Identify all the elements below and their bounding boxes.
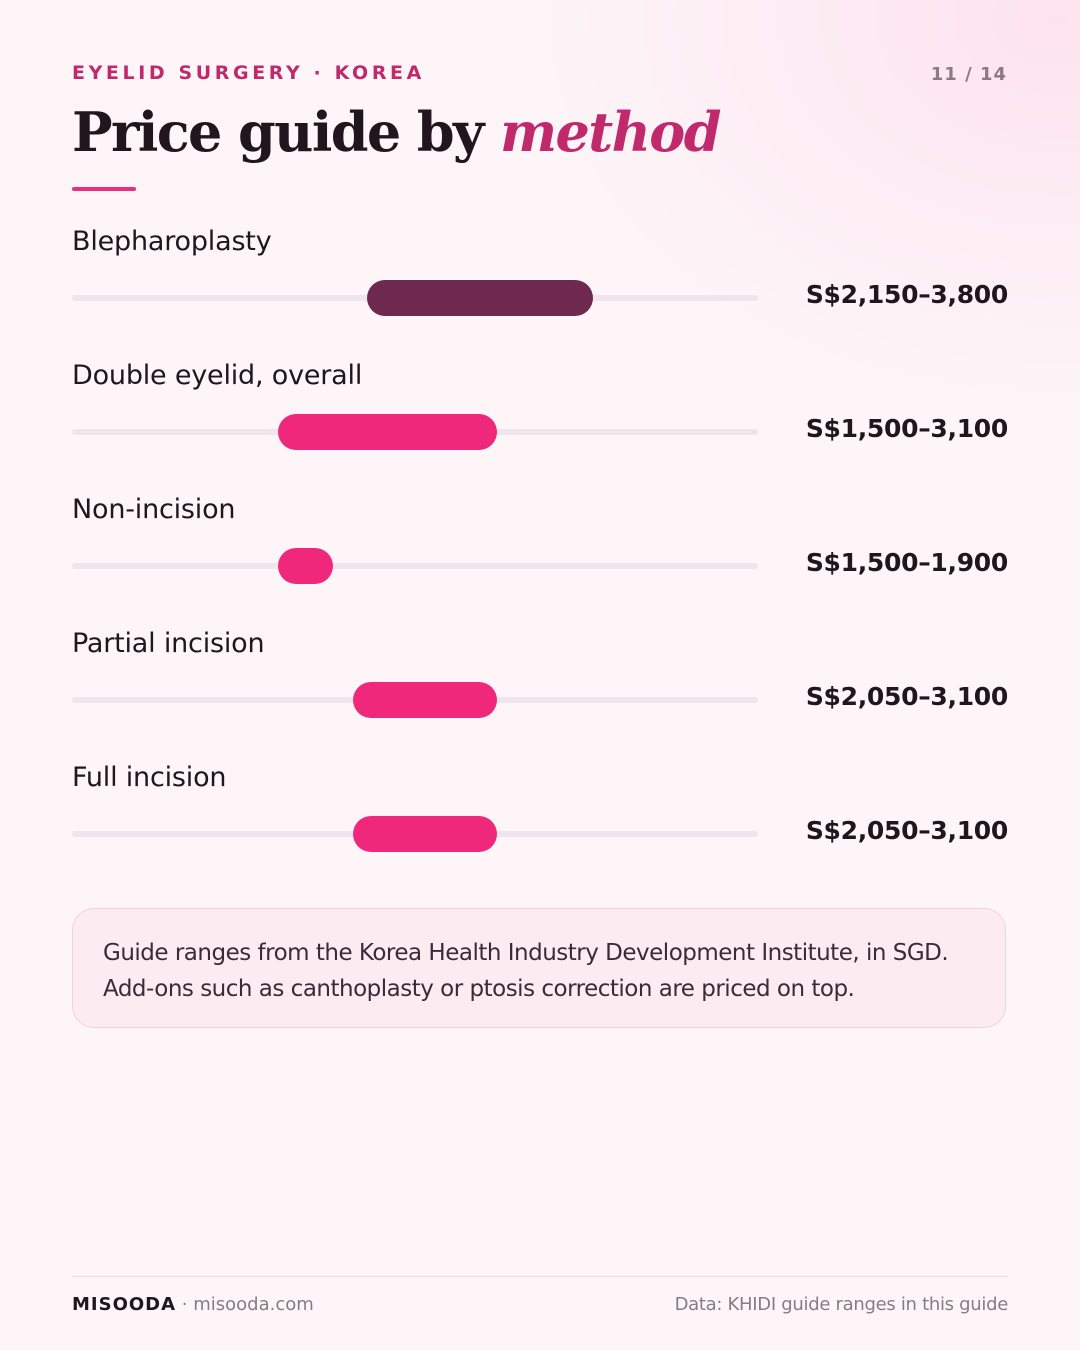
- range-bar: [277, 548, 333, 584]
- chart-row: Partial incision S$2,050–3,100: [72, 628, 1008, 728]
- range-value: S$2,150–3,800: [805, 280, 1008, 309]
- row-label: Partial incision: [72, 628, 265, 659]
- chart-row: Double eyelid, overall S$1,500–3,100: [72, 360, 1008, 460]
- footer-brand-block: MISOODA · misooda.com: [72, 1294, 314, 1315]
- row-label: Full incision: [72, 762, 227, 793]
- range-bar: [366, 280, 594, 316]
- range-bar: [353, 816, 498, 852]
- page-counter: 11 / 14: [930, 64, 1007, 85]
- brand-name: MISOODA: [72, 1294, 177, 1315]
- range-bar: [353, 682, 498, 718]
- range-value: S$2,050–3,100: [805, 816, 1008, 845]
- footer-divider: [72, 1276, 1008, 1277]
- row-label: Blepharoplasty: [72, 226, 272, 257]
- brand-site: · misooda.com: [176, 1294, 314, 1315]
- data-source: Data: KHIDI guide ranges in this guide: [674, 1294, 1009, 1315]
- range-value: S$2,050–3,100: [805, 682, 1008, 711]
- title-underline: [72, 187, 136, 191]
- kicker: EYELID SURGERY · KOREA: [72, 62, 425, 84]
- range-value: S$1,500–1,900: [805, 548, 1008, 577]
- chart-row: Full incision S$2,050–3,100: [72, 762, 1008, 862]
- range-track: [72, 563, 758, 569]
- chart-row: Non-incision S$1,500–1,900: [72, 494, 1008, 594]
- note-box: Guide ranges from the Korea Health Indus…: [72, 908, 1006, 1028]
- chart-row: Blepharoplasty S$2,150–3,800: [72, 226, 1008, 326]
- title-main: Price guide by: [72, 100, 484, 164]
- row-label: Non-incision: [72, 494, 236, 525]
- row-label: Double eyelid, overall: [72, 360, 363, 391]
- note-line-2: Add-ons such as canthoplasty or ptosis c…: [103, 976, 855, 1002]
- range-bar: [277, 414, 498, 450]
- note-line-1: Guide ranges from the Korea Health Indus…: [103, 940, 949, 966]
- range-value: S$1,500–3,100: [805, 414, 1008, 443]
- page-title: Price guide by method: [72, 100, 721, 164]
- title-accent: method: [500, 100, 721, 164]
